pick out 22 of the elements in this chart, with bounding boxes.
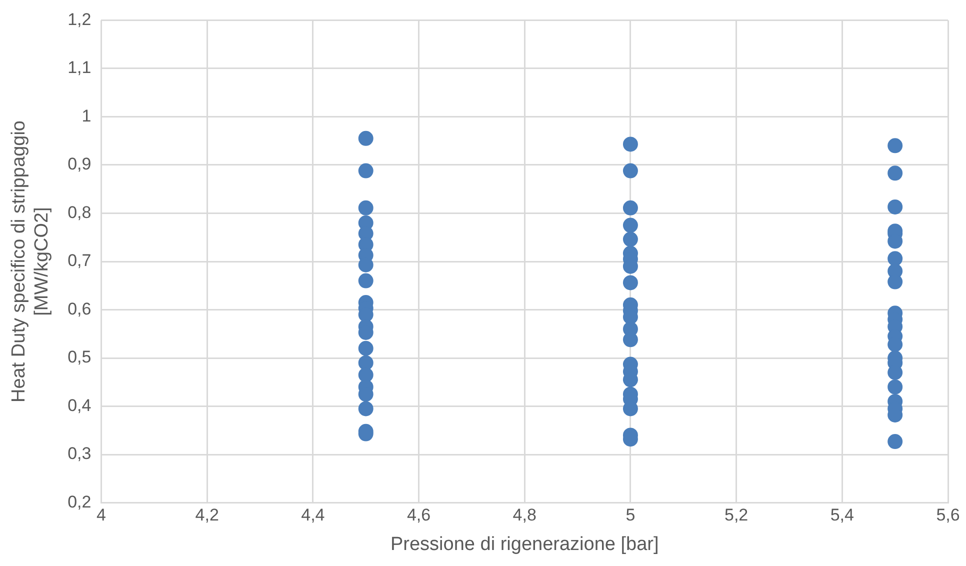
y-tick-label: 0,9 [68, 154, 92, 174]
y-tick-label: 0,2 [68, 492, 92, 512]
x-tick-label: 5,2 [724, 506, 748, 525]
y-tick-label: 0,3 [68, 444, 92, 464]
y-tick-label: 1 [82, 106, 92, 126]
x-tick-label: 5 [626, 506, 636, 525]
y-tick-label: 0,7 [68, 251, 92, 270]
x-tick-label: 4,2 [195, 506, 219, 525]
y-tick-label: 0,5 [68, 348, 92, 367]
y-tick-label: 0,8 [68, 202, 92, 222]
x-tick-label: 4 [96, 506, 106, 525]
y-tick-label: 1,2 [68, 10, 92, 29]
x-axis-title: Pressione di rigenerazione [bar] [390, 534, 659, 555]
x-tick-label: 5,6 [936, 506, 960, 525]
y-tick-label: 1,1 [68, 58, 92, 78]
y-tick-label: 0,6 [68, 299, 92, 318]
x-tick-label: 4,4 [301, 506, 325, 525]
x-tick-label: 4,8 [512, 506, 536, 525]
y-axis-title: Heat Duty specifico di strippaggio [MW/kgCO2] [8, 120, 52, 402]
x-tick-label: 4,6 [406, 506, 431, 525]
x-tick-label: 5,4 [830, 506, 854, 525]
y-tick-label: 0,4 [68, 396, 92, 415]
